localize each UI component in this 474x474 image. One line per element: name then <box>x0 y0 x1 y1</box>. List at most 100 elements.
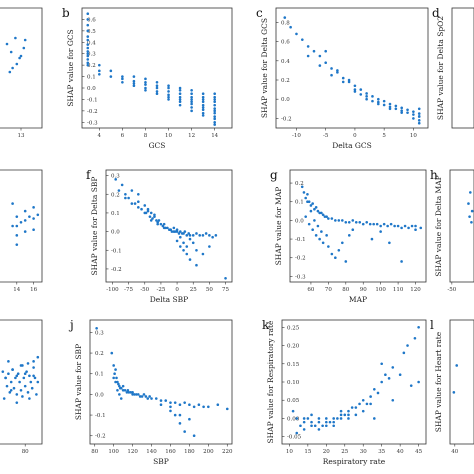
data-point <box>309 204 313 207</box>
data-point <box>365 402 369 406</box>
data-point <box>23 38 27 42</box>
data-point <box>414 228 417 232</box>
data-point <box>379 230 382 233</box>
data-point <box>213 123 216 126</box>
y-tick-label: 0.6 <box>87 17 96 23</box>
panel-frame <box>451 7 474 129</box>
data-point <box>146 397 150 400</box>
data-point <box>98 69 101 73</box>
data-point <box>178 92 182 96</box>
data-point <box>377 100 380 104</box>
x-tick-label: 80 <box>91 449 98 455</box>
x-tick-label: 35 <box>378 449 385 455</box>
data-point <box>114 368 117 371</box>
data-point <box>201 103 205 107</box>
data-point <box>299 424 302 428</box>
y-tick-label: -0.1 <box>87 97 98 103</box>
data-point <box>337 219 341 222</box>
data-point <box>15 215 19 218</box>
data-point <box>389 222 393 226</box>
panel-letter: j <box>68 318 74 332</box>
data-point <box>321 241 325 245</box>
data-point <box>185 234 189 237</box>
data-point <box>380 362 383 366</box>
x-tick-label: 25 <box>190 287 197 293</box>
data-point <box>419 226 423 230</box>
data-point <box>22 376 26 380</box>
x-tick-label: 110 <box>393 287 404 293</box>
data-point <box>144 77 147 81</box>
data-point <box>332 420 335 424</box>
data-point <box>347 220 351 224</box>
y-tick-label: 0.00 <box>287 416 300 422</box>
data-point <box>149 211 153 215</box>
y-tick-label: 0.3 <box>111 174 120 180</box>
data-point <box>33 376 37 380</box>
panel-f: -100 -75 -50 -25 0 25 50 75 0.3 0.2 0.1 0.0 -0.1 -0.2… <box>86 168 233 304</box>
data-point <box>306 200 309 204</box>
data-point <box>28 397 31 400</box>
data-point <box>291 409 295 413</box>
data-point <box>167 95 170 99</box>
data-point <box>155 86 159 90</box>
data-point <box>468 215 471 218</box>
data-point <box>358 220 362 224</box>
data-point <box>112 376 115 380</box>
data-point <box>310 413 313 417</box>
data-point <box>325 424 328 428</box>
data-point <box>86 29 90 33</box>
data-point <box>5 384 9 388</box>
x-tick-label: 220 <box>222 449 233 455</box>
data-point <box>144 395 148 398</box>
data-point <box>178 413 182 417</box>
data-point <box>29 380 33 384</box>
data-point <box>86 52 90 56</box>
data-point <box>201 111 205 115</box>
data-point <box>316 224 320 228</box>
data-point <box>347 78 351 82</box>
data-point <box>306 45 310 48</box>
panel-i: 80i <box>0 319 43 455</box>
data-point <box>412 113 415 116</box>
data-point <box>153 213 156 217</box>
data-point <box>164 399 168 402</box>
data-point <box>382 103 386 107</box>
data-point <box>144 86 147 90</box>
data-point <box>213 92 216 96</box>
data-point <box>354 413 358 417</box>
data-point <box>324 49 327 53</box>
y-tick-label: 0.0 <box>95 392 104 398</box>
panel-a: 13a <box>0 7 43 139</box>
data-point <box>388 107 392 111</box>
data-point <box>36 213 40 217</box>
y-tick-label: 0.2 <box>281 78 290 84</box>
data-point <box>216 403 220 407</box>
data-point <box>153 215 156 218</box>
x-tick-label: 50 <box>206 287 213 293</box>
data-point <box>341 76 345 80</box>
data-point <box>391 398 395 402</box>
data-point <box>185 252 189 256</box>
data-point <box>332 417 335 420</box>
data-point <box>311 202 314 205</box>
data-point <box>175 239 179 243</box>
data-point <box>143 204 147 207</box>
data-point <box>354 406 358 409</box>
x-tick-label: 70 <box>325 287 332 293</box>
data-point <box>380 380 383 384</box>
data-point <box>201 114 205 117</box>
data-point <box>35 393 38 396</box>
panel-g: 60 70 80 90 100 110 120 0.2 0.1 0.0 -0.1 -0.2 -0.3 MA… <box>270 168 427 304</box>
y-tick-label: -0.1 <box>95 413 106 419</box>
data-point <box>400 111 403 114</box>
data-point <box>146 207 150 211</box>
data-point <box>121 388 125 392</box>
data-point <box>368 222 372 226</box>
y-tick-label: -0.1 <box>111 248 122 254</box>
data-point <box>417 121 421 125</box>
data-point <box>201 92 205 96</box>
data-point <box>86 61 90 65</box>
data-point <box>318 64 322 67</box>
y-tick-label: 0.0 <box>281 97 290 103</box>
